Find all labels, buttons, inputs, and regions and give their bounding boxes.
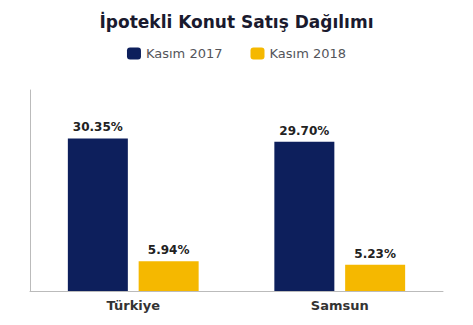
svg-text:30.35%: 30.35% <box>73 120 123 134</box>
svg-text:İpotekli Konut Satış Dağılımı: İpotekli Konut Satış Dağılımı <box>100 11 374 32</box>
svg-text:5.23%: 5.23% <box>354 247 396 261</box>
svg-text:5.94%: 5.94% <box>148 243 190 257</box>
svg-text:Türkiye: Türkiye <box>106 298 160 313</box>
svg-text:Kasım 2018: Kasım 2018 <box>270 46 347 61</box>
svg-text:Samsun: Samsun <box>311 298 369 313</box>
svg-text:29.70%: 29.70% <box>279 124 329 138</box>
svg-text:Kasım 2017: Kasım 2017 <box>146 46 223 61</box>
